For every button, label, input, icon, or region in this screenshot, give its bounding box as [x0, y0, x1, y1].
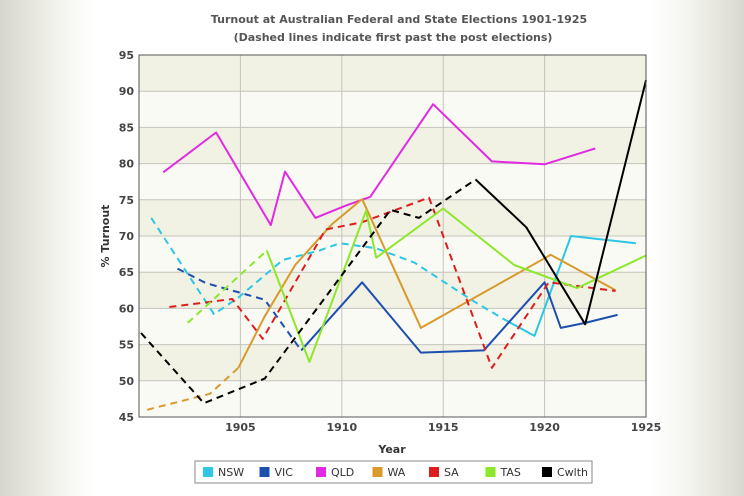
solid-line-wa	[237, 198, 617, 369]
legend-label-vic: VIC	[275, 466, 294, 479]
y-axis-label: % Turnout	[99, 205, 112, 268]
series-wa	[146, 198, 617, 411]
solid-line-cwlth	[474, 80, 647, 326]
dashed-line-cwlth	[140, 178, 477, 405]
series-qld	[162, 103, 596, 227]
legend-swatch-vic	[259, 467, 270, 477]
y-tick-label: 80	[119, 158, 135, 171]
y-tick-label: 45	[119, 411, 134, 424]
plot-border	[138, 54, 647, 418]
legend-label-cwlth: Cwlth	[557, 466, 588, 479]
y-tick-label: 90	[119, 85, 135, 98]
legend-label-wa: WA	[388, 466, 406, 479]
x-tick-label: 1905	[225, 421, 256, 434]
grid-band	[139, 91, 646, 128]
legend-swatch-tas	[485, 467, 496, 477]
chart-subtitle: (Dashed lines indicate first past the po…	[234, 31, 553, 44]
x-tick-label: 1920	[529, 421, 560, 434]
series-lines	[140, 80, 647, 411]
dashed-line-vic	[177, 267, 303, 351]
legend: NSW VIC QLD WA SA TAS Cwlth	[194, 460, 593, 484]
tick-labels: 45 50 55 60 65 70 75 80 85 90 95 1905 1910 1915 1920 19…	[119, 49, 662, 434]
series-tas	[187, 207, 647, 363]
dashed-line-tas	[187, 249, 268, 324]
y-tick-label: 60	[119, 302, 135, 315]
x-tick-label: 1915	[428, 421, 459, 434]
solid-line-qld	[162, 103, 596, 227]
legend-swatch-qld	[316, 467, 326, 477]
legend-swatch-sa	[429, 467, 439, 477]
grid-band	[139, 308, 646, 345]
y-tick-label: 95	[119, 49, 134, 62]
grid-band	[139, 380, 646, 417]
x-tick-label: 1910	[326, 421, 357, 434]
legend-box	[194, 460, 593, 484]
legend-swatch-wa	[372, 467, 383, 477]
legend-label-nsw: NSW	[218, 466, 244, 479]
y-tick-label: 75	[119, 194, 134, 207]
solid-line-vic	[300, 281, 618, 354]
series-vic	[177, 267, 618, 354]
y-tick-label: 70	[119, 230, 135, 243]
dashed-line-nsw	[150, 217, 505, 321]
y-tick-label: 85	[119, 121, 134, 134]
legend-swatch-nsw	[203, 467, 213, 477]
x-axis-label: Year	[377, 443, 406, 456]
grid-band	[139, 163, 646, 200]
dashed-line-wa	[146, 367, 240, 411]
legend-label-tas: TAS	[500, 466, 521, 479]
y-tick-label: 50	[119, 375, 135, 388]
legend-label-qld: QLD	[331, 466, 354, 479]
legend-swatch-cwlth	[542, 467, 552, 477]
y-tick-label: 65	[119, 266, 134, 279]
chart-title: Turnout at Australian Federal and State …	[211, 13, 587, 26]
x-tick-label: 1925	[631, 421, 662, 434]
series-cwlth	[140, 80, 647, 405]
legend-label-sa: SA	[444, 466, 459, 479]
y-tick-label: 55	[119, 339, 134, 352]
solid-line-tas	[265, 207, 647, 363]
